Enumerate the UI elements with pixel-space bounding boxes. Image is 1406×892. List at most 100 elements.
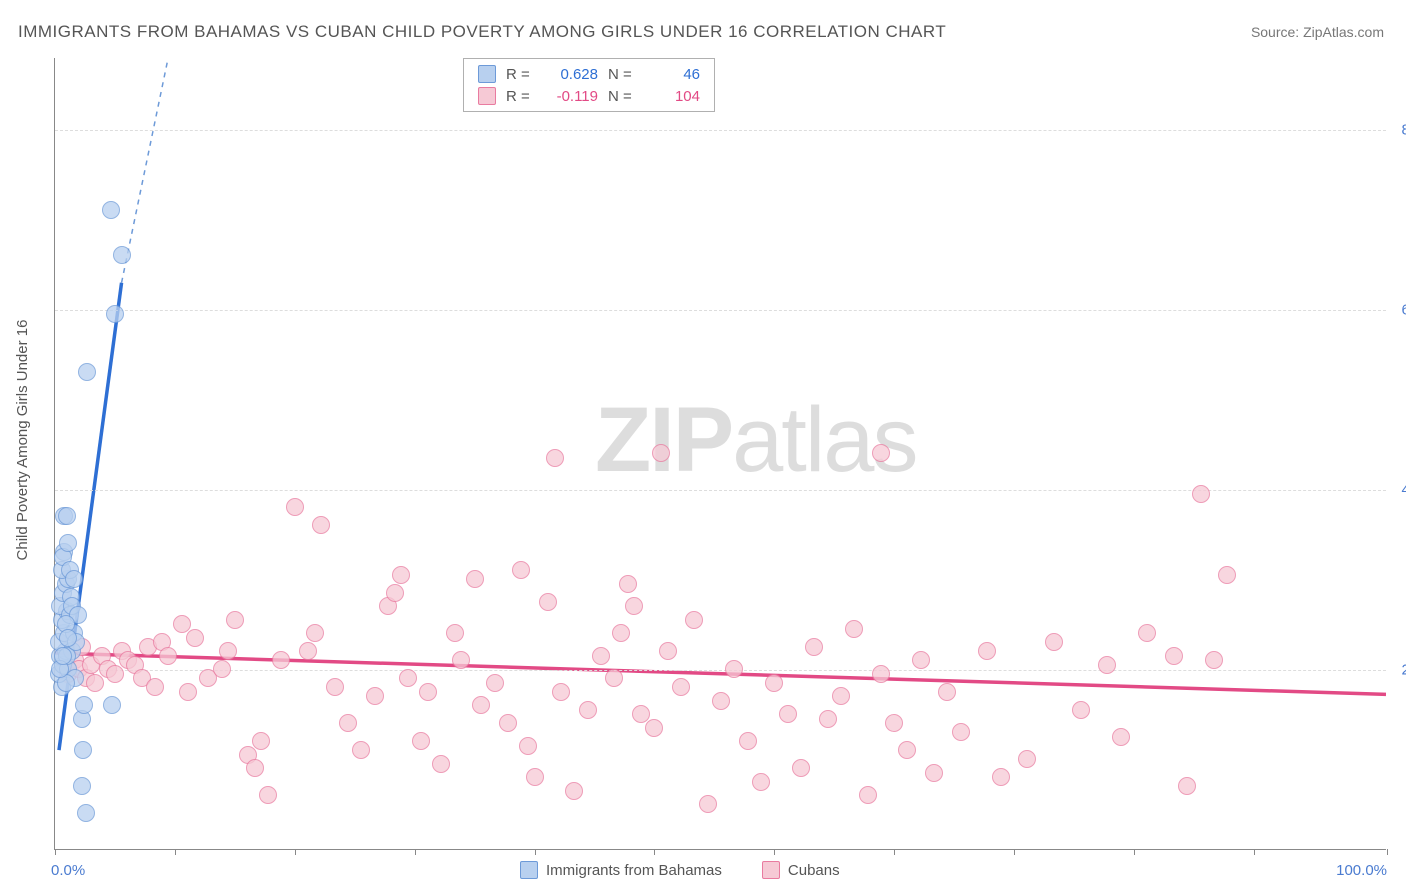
r-label: R =	[506, 66, 534, 83]
data-point-cubans	[366, 687, 384, 705]
data-point-cubans	[419, 683, 437, 701]
data-point-cubans	[872, 444, 890, 462]
data-point-bahamas	[54, 647, 72, 665]
data-point-cubans	[938, 683, 956, 701]
swatch-cubans	[762, 861, 780, 879]
x-tick-label: 0.0%	[51, 862, 85, 879]
data-point-cubans	[1112, 728, 1130, 746]
data-point-cubans	[386, 584, 404, 602]
data-point-cubans	[872, 665, 890, 683]
data-point-cubans	[612, 624, 630, 642]
data-point-cubans	[512, 561, 530, 579]
data-point-cubans	[179, 683, 197, 701]
y-tick-label: 20.0%	[1394, 662, 1406, 679]
data-point-cubans	[685, 611, 703, 629]
data-point-cubans	[252, 732, 270, 750]
data-point-cubans	[452, 651, 470, 669]
data-point-cubans	[565, 782, 583, 800]
data-point-bahamas	[106, 305, 124, 323]
data-point-cubans	[739, 732, 757, 750]
data-point-cubans	[978, 642, 996, 660]
scatter-plot-area: ZIPatlas R = 0.628 N = 46 R = -0.119 N =…	[54, 58, 1386, 850]
data-point-cubans	[1205, 651, 1223, 669]
n-label: N =	[608, 88, 636, 105]
data-point-cubans	[659, 642, 677, 660]
n-value-cubans: 104	[646, 88, 700, 105]
data-point-cubans	[272, 651, 290, 669]
data-point-cubans	[1218, 566, 1236, 584]
data-point-cubans	[226, 611, 244, 629]
data-point-bahamas	[103, 696, 121, 714]
data-point-bahamas	[78, 363, 96, 381]
data-point-bahamas	[73, 777, 91, 795]
gridline-h	[55, 310, 1386, 311]
x-tick	[1254, 849, 1255, 855]
x-tick	[1387, 849, 1388, 855]
data-point-cubans	[592, 647, 610, 665]
bottom-legend: Immigrants from Bahamas Cubans	[520, 861, 840, 879]
data-point-cubans	[412, 732, 430, 750]
y-tick-label: 40.0%	[1394, 482, 1406, 499]
data-point-cubans	[1045, 633, 1063, 651]
data-point-cubans	[312, 516, 330, 534]
swatch-cubans	[478, 87, 496, 105]
data-point-cubans	[845, 620, 863, 638]
x-tick	[654, 849, 655, 855]
gridline-h	[55, 130, 1386, 131]
data-point-cubans	[1165, 647, 1183, 665]
chart-title: IMMIGRANTS FROM BAHAMAS VS CUBAN CHILD P…	[18, 22, 946, 42]
x-tick	[774, 849, 775, 855]
data-point-cubans	[339, 714, 357, 732]
data-point-cubans	[146, 678, 164, 696]
x-tick	[1014, 849, 1015, 855]
data-point-cubans	[605, 669, 623, 687]
data-point-cubans	[699, 795, 717, 813]
data-point-cubans	[1192, 485, 1210, 503]
x-tick	[55, 849, 56, 855]
n-label: N =	[608, 66, 636, 83]
data-point-cubans	[392, 566, 410, 584]
trend-lines-svg	[55, 58, 1386, 849]
data-point-bahamas	[75, 696, 93, 714]
data-point-cubans	[539, 593, 557, 611]
source-label: Source: ZipAtlas.com	[1251, 24, 1384, 40]
x-tick	[295, 849, 296, 855]
data-point-cubans	[752, 773, 770, 791]
data-point-cubans	[432, 755, 450, 773]
data-point-cubans	[712, 692, 730, 710]
data-point-cubans	[306, 624, 324, 642]
gridline-h	[55, 670, 1386, 671]
swatch-bahamas	[520, 861, 538, 879]
data-point-cubans	[832, 687, 850, 705]
data-point-cubans	[1072, 701, 1090, 719]
data-point-cubans	[1098, 656, 1116, 674]
data-point-cubans	[472, 696, 490, 714]
legend-label-bahamas: Immigrants from Bahamas	[546, 862, 722, 879]
x-tick	[175, 849, 176, 855]
data-point-cubans	[519, 737, 537, 755]
r-label: R =	[506, 88, 534, 105]
data-point-bahamas	[77, 804, 95, 822]
data-point-cubans	[652, 444, 670, 462]
data-point-cubans	[619, 575, 637, 593]
data-point-bahamas	[59, 534, 77, 552]
y-axis-label: Child Poverty Among Girls Under 16	[14, 320, 31, 561]
data-point-cubans	[219, 642, 237, 660]
data-point-cubans	[326, 678, 344, 696]
data-point-cubans	[159, 647, 177, 665]
legend-label-cubans: Cubans	[788, 862, 840, 879]
data-point-cubans	[546, 449, 564, 467]
data-point-cubans	[859, 786, 877, 804]
x-tick	[1134, 849, 1135, 855]
data-point-cubans	[106, 665, 124, 683]
n-value-bahamas: 46	[646, 66, 700, 83]
data-point-cubans	[912, 651, 930, 669]
data-point-cubans	[186, 629, 204, 647]
data-point-cubans	[526, 768, 544, 786]
data-point-cubans	[466, 570, 484, 588]
gridline-h	[55, 490, 1386, 491]
data-point-cubans	[352, 741, 370, 759]
data-point-cubans	[792, 759, 810, 777]
y-tick-label: 80.0%	[1394, 122, 1406, 139]
stats-legend-box: R = 0.628 N = 46 R = -0.119 N = 104	[463, 58, 715, 112]
